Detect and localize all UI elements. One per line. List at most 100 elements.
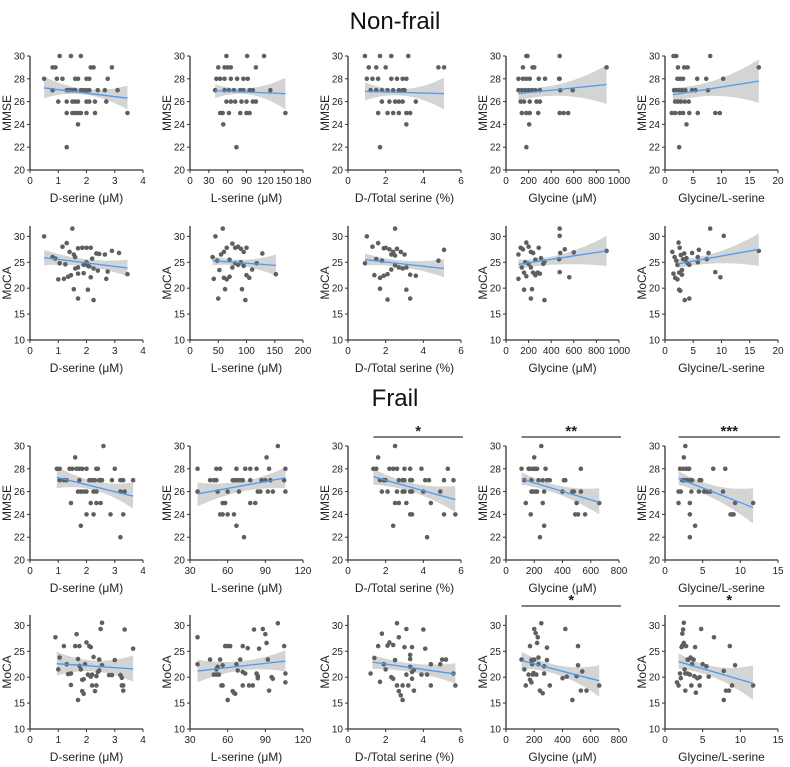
data-point <box>521 99 527 104</box>
data-point <box>557 226 562 231</box>
data-point <box>689 489 694 494</box>
data-point <box>396 500 402 506</box>
regression-line <box>518 250 607 265</box>
data-point <box>534 99 539 104</box>
data-point <box>674 258 679 264</box>
y-axis-label: MMSE <box>160 485 174 521</box>
data-point <box>217 267 222 273</box>
x-tick-label: 150 <box>266 346 283 357</box>
data-point <box>530 250 536 256</box>
data-point <box>222 500 228 506</box>
data-point <box>534 466 540 472</box>
y-tick-label: 20 <box>649 556 661 567</box>
data-point <box>89 256 95 261</box>
data-point <box>682 667 687 672</box>
regression-line <box>373 476 456 501</box>
data-point <box>64 240 70 246</box>
data-point <box>531 657 537 662</box>
y-axis-label: MoCA <box>635 266 649 299</box>
x-tick-label: 800 <box>611 566 628 577</box>
x-tick-label: 0 <box>662 566 668 577</box>
y-axis-label: MoCA <box>0 655 14 688</box>
data-point <box>400 99 405 104</box>
data-point <box>540 477 546 483</box>
data-point <box>396 688 402 694</box>
data-point <box>239 99 244 104</box>
regression-line <box>56 663 134 670</box>
data-point <box>402 489 407 494</box>
scatter-plot: 20 22 24 26 28 30 0 200 400 600 800 Glycine (μM) MMS… <box>476 423 628 595</box>
y-tick-label: 30 <box>174 52 186 63</box>
data-point <box>402 252 407 257</box>
data-point <box>372 655 377 661</box>
data-point <box>232 691 238 697</box>
x-tick-label: 5 <box>700 566 706 577</box>
data-point <box>108 512 113 517</box>
y-tick-label: 28 <box>174 464 186 475</box>
data-point <box>541 523 547 529</box>
data-point <box>377 275 383 281</box>
data-point <box>528 512 534 517</box>
x-axis-label: L-serine (μM) <box>211 581 283 595</box>
data-point <box>234 144 239 150</box>
data-point <box>409 676 415 682</box>
y-tick-label: 15 <box>649 699 661 710</box>
x-tick-label: 600 <box>582 735 599 746</box>
data-point <box>686 466 692 472</box>
x-axis-label: D-serine (μM) <box>50 581 124 595</box>
data-point <box>680 627 686 632</box>
data-point <box>756 65 762 70</box>
y-tick-label: 24 <box>14 510 26 521</box>
data-point <box>578 466 584 472</box>
data-point <box>409 644 415 650</box>
y-tick-label: 10 <box>490 336 502 347</box>
scatter-panel: 10 15 20 25 30 0 1 2 3 4 D-serine (μM) MoCA <box>0 202 158 387</box>
x-tick-label: 0 <box>503 346 509 357</box>
data-point <box>41 234 47 239</box>
x-tick-label: 6 <box>458 176 464 187</box>
x-tick-label: 120 <box>295 566 312 577</box>
x-tick-label: 0 <box>27 176 33 187</box>
data-point <box>252 500 258 506</box>
data-point <box>677 110 682 116</box>
data-point <box>537 99 543 104</box>
data-point <box>721 233 727 239</box>
x-tick-label: 1 <box>55 735 61 746</box>
y-tick-label: 30 <box>14 621 26 632</box>
x-tick-label: 6 <box>458 735 464 746</box>
scatter-panel: 10 15 20 25 30 0 5 10 15 20 Glycine/L-serine MoCA <box>635 202 790 387</box>
data-point <box>524 273 529 279</box>
data-point <box>694 76 700 82</box>
data-point <box>234 76 240 82</box>
data-point <box>683 643 689 649</box>
data-point <box>112 657 118 663</box>
scatter-plot: 10 15 20 25 30 0 5 10 15 Glycine/L-serine MoCA * <box>635 592 784 764</box>
data-point <box>241 534 247 540</box>
x-tick-label: 60 <box>222 176 234 187</box>
data-point <box>377 679 383 685</box>
data-point <box>683 443 688 449</box>
data-point <box>281 477 287 483</box>
data-point <box>669 110 675 116</box>
data-point <box>84 489 89 494</box>
x-tick-label: 400 <box>543 346 560 357</box>
data-point <box>247 466 253 472</box>
data-point <box>362 53 368 59</box>
data-point <box>523 500 529 506</box>
data-point <box>61 276 67 282</box>
y-tick-label: 28 <box>649 464 661 475</box>
data-point <box>226 110 232 116</box>
scatter-panel: 10 15 20 25 30 0 5 10 15 Glycine/L-serine MoCA * <box>635 591 790 767</box>
y-axis-label: MoCA <box>318 655 332 688</box>
data-point <box>245 645 251 651</box>
data-point <box>103 276 109 282</box>
y-tick-label: 25 <box>332 647 344 658</box>
regression-line <box>44 256 128 269</box>
data-point <box>402 466 407 472</box>
data-point <box>68 671 74 676</box>
data-point <box>379 631 385 636</box>
scatter-plot: 10 15 20 25 30 0 2 4 6 D-/Total serine (%) MoCA <box>318 226 464 375</box>
data-point <box>413 273 419 279</box>
y-tick-label: 25 <box>332 258 344 269</box>
data-point <box>240 643 246 649</box>
